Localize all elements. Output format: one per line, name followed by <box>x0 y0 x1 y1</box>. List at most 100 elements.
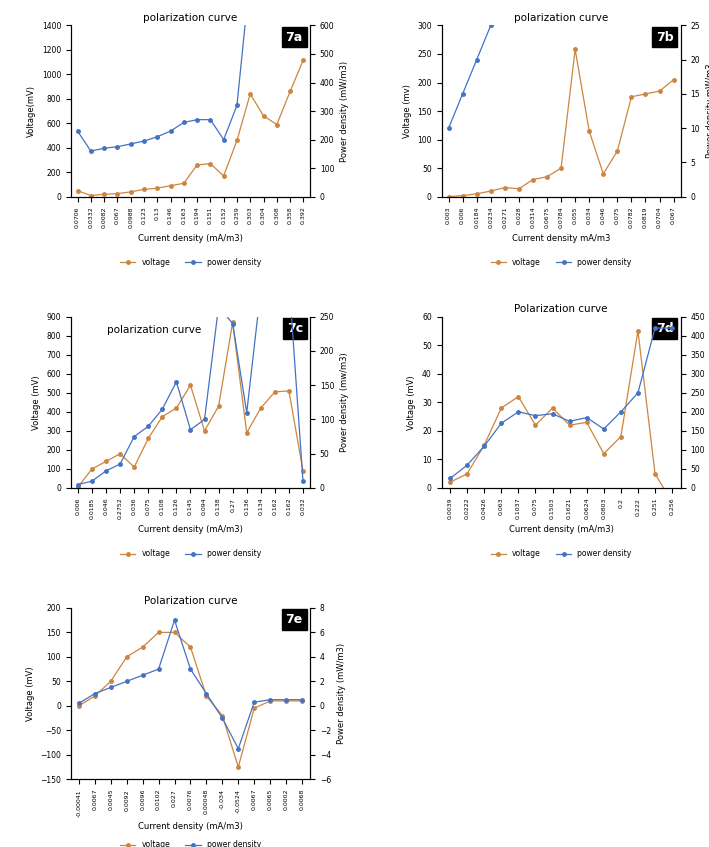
power density <box>234 744 242 754</box>
voltage <box>140 185 148 195</box>
power density <box>202 689 211 699</box>
power density <box>144 421 152 431</box>
voltage <box>617 431 625 441</box>
power density <box>271 277 279 287</box>
Line: power density: power density <box>76 277 305 486</box>
voltage <box>219 171 228 181</box>
power density <box>172 377 181 387</box>
voltage <box>514 391 523 401</box>
voltage <box>113 189 122 199</box>
power density <box>634 388 642 398</box>
Text: 7e: 7e <box>286 613 303 626</box>
voltage <box>218 711 227 721</box>
Text: 7b: 7b <box>656 30 674 43</box>
voltage <box>202 691 211 701</box>
voltage <box>234 762 242 772</box>
Line: power density: power density <box>77 618 303 750</box>
voltage <box>106 676 115 686</box>
voltage <box>153 183 162 193</box>
voltage <box>233 136 241 146</box>
voltage <box>126 186 135 197</box>
power density <box>123 676 131 686</box>
power density <box>218 713 227 723</box>
power density <box>219 135 228 145</box>
power density <box>445 123 453 133</box>
power density <box>106 683 115 693</box>
power density <box>600 424 608 434</box>
voltage <box>100 189 108 199</box>
power density <box>472 54 481 64</box>
voltage <box>214 401 223 411</box>
voltage <box>102 457 111 467</box>
voltage <box>86 191 95 201</box>
voltage <box>167 180 175 191</box>
voltage <box>284 386 293 396</box>
power density <box>186 424 195 435</box>
Line: voltage: voltage <box>76 58 305 197</box>
voltage <box>91 691 99 701</box>
X-axis label: Current density (mA/m3): Current density (mA/m3) <box>138 822 243 831</box>
power density <box>480 441 489 451</box>
voltage <box>472 189 481 199</box>
voltage <box>515 184 523 194</box>
X-axis label: Current density (mA/m3): Current density (mA/m3) <box>138 234 243 243</box>
power density <box>206 114 215 125</box>
Legend: voltage, power density: voltage, power density <box>117 838 264 847</box>
voltage <box>299 54 308 64</box>
Legend: voltage, power density: voltage, power density <box>117 546 264 562</box>
voltage <box>186 380 195 390</box>
Text: 7a: 7a <box>286 30 303 43</box>
voltage <box>557 163 565 174</box>
voltage <box>669 75 678 85</box>
power density <box>126 139 135 149</box>
voltage <box>228 318 237 328</box>
voltage <box>655 86 664 97</box>
voltage <box>599 169 608 179</box>
power density <box>91 689 99 699</box>
power density <box>242 407 251 418</box>
voltage <box>193 160 201 170</box>
voltage <box>585 126 593 136</box>
voltage <box>246 89 255 99</box>
Y-axis label: Voltage (mV): Voltage (mV) <box>26 667 35 721</box>
X-axis label: Current density mA/m3: Current density mA/m3 <box>512 234 610 243</box>
Title: polarization curve: polarization curve <box>514 14 608 23</box>
voltage <box>266 696 274 706</box>
power density <box>200 414 208 424</box>
voltage <box>627 91 636 102</box>
voltage <box>446 477 454 487</box>
Legend: voltage, power density: voltage, power density <box>117 255 264 270</box>
power density <box>153 131 162 141</box>
Y-axis label: Voltage (mV): Voltage (mV) <box>32 375 41 429</box>
voltage <box>123 652 131 662</box>
voltage <box>250 703 259 713</box>
power density <box>167 126 175 136</box>
power density <box>73 126 82 136</box>
Y-axis label: Voltage(mV): Voltage(mV) <box>27 85 36 137</box>
power density <box>130 431 138 441</box>
voltage <box>172 403 181 413</box>
Y-axis label: Voltage (mV): Voltage (mV) <box>408 375 416 429</box>
voltage <box>158 412 167 422</box>
voltage <box>501 182 509 192</box>
voltage <box>298 696 306 706</box>
power density <box>284 274 293 284</box>
power density <box>459 89 467 99</box>
power density <box>617 407 625 417</box>
power density <box>282 695 291 705</box>
voltage <box>257 403 265 413</box>
Line: voltage: voltage <box>447 47 676 198</box>
power density <box>531 411 540 421</box>
voltage <box>565 420 574 430</box>
voltage <box>271 387 279 397</box>
power density <box>158 404 167 414</box>
Y-axis label: Power density (mW/m3): Power density (mW/m3) <box>337 643 345 745</box>
power density <box>140 136 148 147</box>
Y-axis label: Power density mW/m3: Power density mW/m3 <box>705 64 709 158</box>
voltage <box>571 44 579 54</box>
voltage <box>543 172 552 182</box>
power density <box>113 141 122 152</box>
voltage <box>600 449 608 459</box>
voltage <box>459 191 467 201</box>
voltage <box>668 497 676 507</box>
